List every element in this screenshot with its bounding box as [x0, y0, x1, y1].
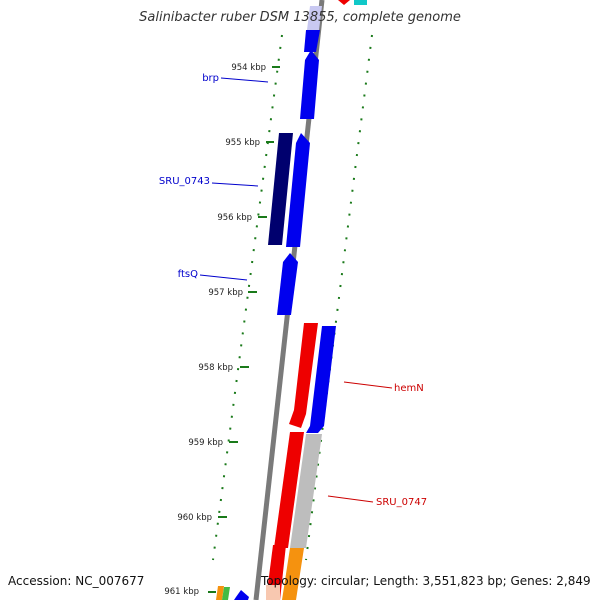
- scale-label-958: 958 kbp: [198, 363, 233, 373]
- gene-red-upper[interactable]: [289, 323, 318, 428]
- gene-top-red[interactable]: [338, 0, 350, 5]
- gene-label-hemn[interactable]: hemN: [394, 383, 424, 394]
- gene-peach-bottom[interactable]: [266, 585, 280, 600]
- gene-sru0747[interactable]: [290, 434, 322, 548]
- gene-label-brp[interactable]: brp: [202, 73, 219, 84]
- gene-hemn[interactable]: [306, 326, 336, 433]
- gene-label-ftsq[interactable]: ftsQ: [178, 269, 198, 280]
- leader-sru0743: [211, 182, 259, 187]
- gene-small-green[interactable]: [222, 587, 230, 600]
- scale-label-959: 959 kbp: [188, 438, 223, 448]
- leader-hemn: [343, 381, 393, 389]
- genome-summary-text: Topology: circular; Length: 3,551,823 bp…: [261, 574, 591, 588]
- scale-label-954: 954 kbp: [231, 63, 266, 73]
- accession-text: Accession: NC_007677: [8, 574, 145, 588]
- gene-red-lower[interactable]: [274, 432, 304, 548]
- gene-sru0743[interactable]: [286, 133, 310, 247]
- gene-small-blue[interactable]: [234, 590, 249, 600]
- scale-ticks: [208, 66, 280, 593]
- gene-sru0743-dark[interactable]: [268, 133, 293, 245]
- scale-label-956: 956 kbp: [217, 213, 252, 223]
- gene-top-cyan[interactable]: [354, 0, 367, 5]
- leader-ftsq: [199, 274, 248, 281]
- leader-sru0747: [327, 495, 374, 503]
- gene-label-sru0743[interactable]: SRU_0743: [159, 176, 210, 187]
- scale-label-961: 961 kbp: [164, 587, 199, 597]
- map-title: Salinibacter ruber DSM 13855, complete g…: [139, 10, 461, 25]
- scale-label-955: 955 kbp: [225, 138, 260, 148]
- inner-dotted-track: [212, 34, 283, 561]
- gene-orange-bottom[interactable]: [282, 548, 304, 600]
- outer-dotted-track: [305, 34, 373, 561]
- leader-brp: [220, 77, 269, 83]
- scale-label-957: 957 kbp: [208, 288, 243, 298]
- gene-brp[interactable]: [300, 50, 319, 119]
- gene-label-sru0747[interactable]: SRU_0747: [376, 497, 427, 508]
- scale-label-960: 960 kbp: [177, 513, 212, 523]
- gene-small-orange[interactable]: [216, 586, 224, 600]
- gene-block-top-blue[interactable]: [304, 30, 320, 52]
- gene-ftsq[interactable]: [277, 253, 298, 315]
